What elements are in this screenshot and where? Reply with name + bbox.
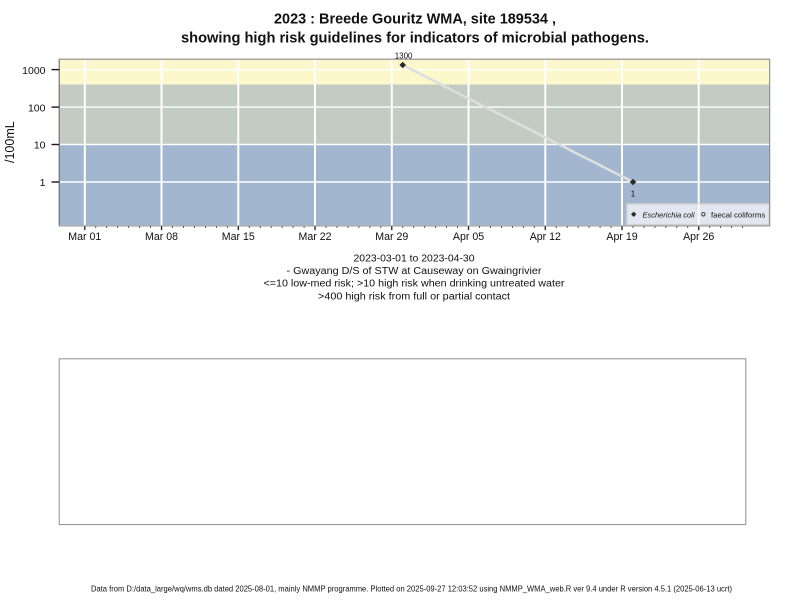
- svg-text:100: 100: [28, 102, 46, 114]
- svg-text:Escherichia coli: Escherichia coli: [643, 211, 695, 220]
- svg-text:1: 1: [40, 177, 46, 189]
- svg-text:- Gwayang D/S of STW at Causew: - Gwayang D/S of STW at Causeway on Gwai…: [287, 266, 543, 277]
- svg-text:Apr 12: Apr 12: [530, 231, 561, 243]
- svg-text:>400 high risk from full or pa: >400 high risk from full or partial cont…: [318, 291, 510, 302]
- svg-text:Apr 19: Apr 19: [606, 231, 637, 243]
- svg-text:<=10 low-med risk; >10 high ri: <=10 low-med risk; >10 high risk when dr…: [264, 279, 566, 290]
- svg-text:Apr 05: Apr 05: [453, 231, 484, 243]
- svg-text:Data from D:/data_large/wq/wms: Data from D:/data_large/wq/wms.db dated …: [91, 585, 732, 594]
- svg-text:showing high risk guidelines f: showing high risk guidelines for indicat…: [181, 30, 649, 46]
- svg-text:Mar 08: Mar 08: [145, 231, 178, 243]
- svg-text:Mar 15: Mar 15: [222, 231, 255, 243]
- svg-text:1000: 1000: [22, 65, 46, 77]
- svg-text:2023-03-01 to 2023-04-30: 2023-03-01 to 2023-04-30: [354, 253, 476, 264]
- svg-text:Apr 26: Apr 26: [683, 231, 714, 243]
- svg-text:Mar 01: Mar 01: [68, 231, 101, 243]
- svg-text:Mar 22: Mar 22: [299, 231, 332, 243]
- svg-text:faecal coliforms: faecal coliforms: [711, 211, 765, 220]
- svg-text:10: 10: [34, 140, 46, 152]
- svg-text:Mar 29: Mar 29: [375, 231, 408, 243]
- svg-text:/100mL: /100mL: [3, 121, 17, 163]
- svg-text:1300: 1300: [395, 51, 413, 60]
- svg-text:1: 1: [631, 190, 636, 199]
- svg-text:2023 : Breede Gouritz WMA, sit: 2023 : Breede Gouritz WMA, site 189534 ,: [274, 12, 556, 28]
